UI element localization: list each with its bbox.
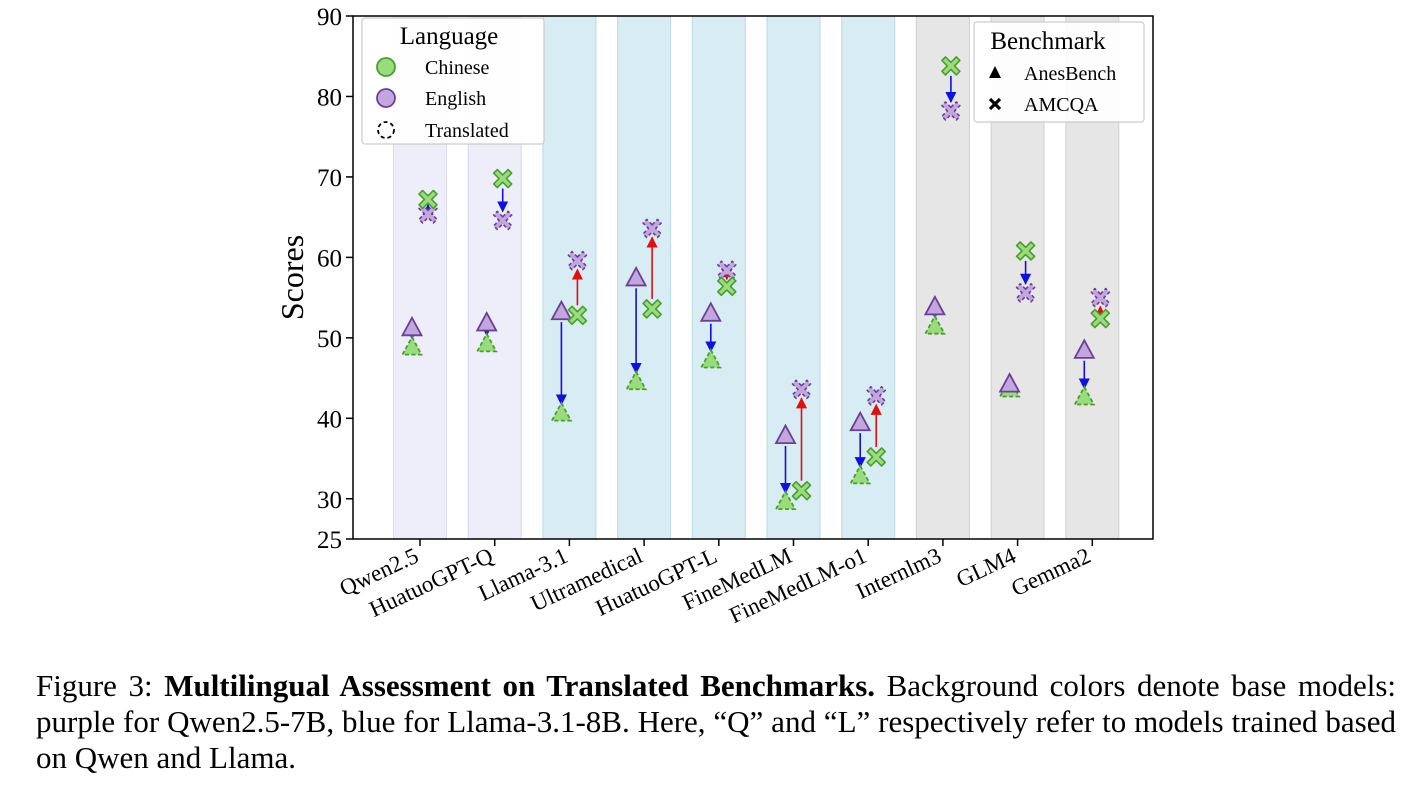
point-amcqa-chinese <box>1090 308 1111 329</box>
figure-caption: Figure 3: Multilingual Assessment on Tra… <box>36 668 1396 776</box>
legend-benchmark: Benchmark AnesBench AMCQA <box>973 21 1145 123</box>
point-anesbench-chinese-translated <box>774 489 797 511</box>
point-anesbench-english <box>400 315 424 337</box>
point-amcqa-chinese <box>1015 241 1036 261</box>
point-anesbench-english <box>475 311 498 332</box>
point-amcqa-chinese <box>716 276 737 297</box>
point-anesbench-english <box>699 301 722 322</box>
legend-anesbench-label: AnesBench <box>1024 63 1116 85</box>
bg-band-ultramedical <box>617 15 672 540</box>
y-tick-label: 90 <box>317 4 342 31</box>
legend-english-marker <box>376 88 396 108</box>
legend-amcqa-marker <box>988 97 1002 111</box>
point-amcqa-english-translated <box>941 101 961 121</box>
y-tick-label: 25 <box>317 527 342 554</box>
point-amcqa-english-translated <box>567 250 588 271</box>
bg-band-llama-3.1 <box>542 15 597 540</box>
legend-language-title: Language <box>400 23 499 50</box>
point-amcqa-chinese <box>642 299 662 319</box>
point-amcqa-chinese <box>941 56 961 76</box>
legend-english-label: English <box>425 88 486 110</box>
legend-amcqa-label: AMCQA <box>1024 94 1099 116</box>
y-tick-label: 80 <box>317 84 342 111</box>
y-tick-label: 40 <box>317 406 342 433</box>
point-anesbench-chinese-translated <box>699 348 722 369</box>
y-axis-label: Scores <box>274 235 310 320</box>
point-anesbench-english <box>849 410 872 432</box>
y-tick-label: 60 <box>317 245 342 272</box>
y-tick-label: 70 <box>317 165 342 192</box>
y-tick-label: 30 <box>317 487 342 514</box>
legend-language: Language Chinese English Translated <box>361 17 545 145</box>
point-amcqa-chinese <box>866 447 887 467</box>
point-amcqa-english-translated <box>1090 287 1111 308</box>
point-amcqa-english-translated <box>716 260 737 281</box>
point-amcqa-english-translated <box>642 218 662 239</box>
legend-chinese-marker <box>376 57 396 77</box>
legend-translated-label: Translated <box>425 120 509 142</box>
point-anesbench-english <box>774 423 797 445</box>
point-anesbench-english <box>550 299 573 321</box>
legend-translated-marker <box>377 121 395 139</box>
x-tick-label: Internlm3 <box>852 543 945 604</box>
point-amcqa-chinese <box>418 189 438 210</box>
point-amcqa-english-translated <box>866 385 887 406</box>
legend-anesbench-marker <box>989 66 1001 78</box>
legend-benchmark-title: Benchmark <box>990 28 1106 55</box>
chart: 2530405060708090Qwen2.5HuatuoGPT-QLlama-… <box>274 4 1154 628</box>
y-tick-label: 50 <box>317 326 342 353</box>
caption-rest: Background colors denote base models: pu… <box>36 668 1397 775</box>
point-amcqa-english-translated <box>418 204 438 224</box>
point-anesbench-english <box>1073 338 1096 359</box>
legend-chinese-label: Chinese <box>425 57 490 79</box>
caption-prefix: Figure 3: <box>36 668 165 703</box>
bg-band-internlm3 <box>915 15 970 540</box>
point-amcqa-english-translated <box>492 210 513 231</box>
point-anesbench-chinese-translated <box>849 463 872 485</box>
point-anesbench-chinese-translated <box>923 314 946 335</box>
point-anesbench-english <box>998 372 1021 393</box>
point-amcqa-chinese <box>791 480 812 501</box>
point-amcqa-chinese <box>492 168 513 189</box>
point-anesbench-chinese-translated <box>550 401 573 422</box>
point-amcqa-chinese <box>567 305 588 326</box>
bg-band-finemedlm <box>766 15 821 540</box>
point-anesbench-chinese-translated <box>475 331 498 353</box>
caption-bold: Multilingual Assessment on Translated Be… <box>164 668 876 703</box>
plot-frame <box>352 15 1154 540</box>
point-amcqa-english-translated <box>791 379 812 400</box>
point-amcqa-english-translated <box>1015 282 1036 303</box>
point-anesbench-english <box>923 294 946 316</box>
point-anesbench-chinese-translated <box>625 369 648 391</box>
point-anesbench-chinese-translated <box>1073 385 1096 406</box>
point-anesbench-english <box>625 265 648 287</box>
x-tick-label: Gemma2 <box>1007 543 1094 601</box>
data-points <box>400 56 1111 511</box>
point-anesbench-chinese-translated <box>400 335 424 356</box>
